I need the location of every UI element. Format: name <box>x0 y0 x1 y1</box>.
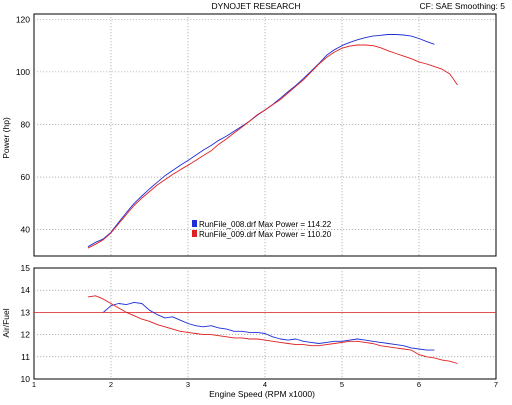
airfuel-y-ticks: 10 11 12 13 14 15 <box>21 263 31 384</box>
x-tick-labels: 1 2 3 4 5 6 7 <box>32 380 498 389</box>
x-tick-4: 5 <box>340 380 344 389</box>
airfuel-series-0 <box>103 301 435 351</box>
x-tick-5: 6 <box>417 380 421 389</box>
airfuel-y-tick-0: 10 <box>21 374 31 384</box>
power-y-tick-4: 120 <box>16 14 30 24</box>
power-y-tick-3: 100 <box>16 67 30 77</box>
legend-label-run009: RunFile_009.drf Max Power = 110.20 <box>199 230 332 239</box>
airfuel-plot-frame <box>33 267 497 380</box>
airfuel-y-tick-3: 13 <box>21 307 31 317</box>
power-y-tick-1: 60 <box>21 172 31 182</box>
airfuel-y-tick-2: 12 <box>21 330 31 340</box>
legend-label-run008: RunFile_008.drf Max Power = 114.22 <box>199 220 332 229</box>
airfuel-y-tick-5: 15 <box>21 263 31 273</box>
airfuel-y-tick-1: 11 <box>21 352 30 362</box>
power-y-axis-label: Power (hp) <box>1 117 11 159</box>
airfuel-series-1 <box>87 295 458 364</box>
power-series-group <box>87 34 458 249</box>
x-tick-3: 4 <box>263 380 267 389</box>
x-tick-6: 7 <box>494 380 498 389</box>
x-tick-2: 3 <box>186 380 190 389</box>
power-grid <box>34 14 496 256</box>
power-series-1 <box>87 44 458 249</box>
airfuel-series-group <box>87 295 458 364</box>
airfuel-y-axis-label: Air/Fuel <box>1 308 11 337</box>
airfuel-y-tick-4: 14 <box>21 285 31 295</box>
legend-swatch-run008 <box>192 220 197 227</box>
power-legend: RunFile_008.drf Max Power = 114.22 RunFi… <box>192 220 332 239</box>
power-y-tick-2: 80 <box>21 119 31 129</box>
legend-swatch-run009 <box>192 230 197 237</box>
x-tick-1: 2 <box>109 380 113 389</box>
x-axis-label: Engine Speed (RPM x1000) <box>209 389 315 399</box>
chart-title: DYNOJET RESEARCH <box>211 1 300 11</box>
x-tick-0: 1 <box>32 380 36 389</box>
cf-smoothing-label: CF: SAE Smoothing: 5 <box>419 1 505 11</box>
power-y-ticks: 40 60 80 100 120 <box>16 14 30 234</box>
power-y-tick-0: 40 <box>21 225 31 235</box>
